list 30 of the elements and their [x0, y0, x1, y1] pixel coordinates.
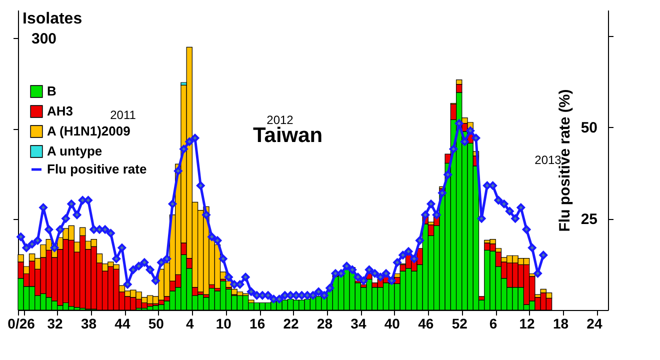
- x-tick-label: 44: [114, 316, 130, 332]
- y-tick-label: 300: [32, 30, 57, 48]
- legend-label: AH3: [47, 104, 74, 118]
- x-tick-label: 50: [148, 316, 164, 332]
- annotation: 2011: [110, 108, 136, 122]
- y2-tick-label: 25: [580, 211, 598, 228]
- annotation: 2012: [266, 113, 294, 127]
- y-axis-title: Isolates: [22, 10, 82, 28]
- x-tick-label: 4: [186, 316, 194, 332]
- x-tick-label: 24: [586, 316, 602, 332]
- x-tick-label: 10: [216, 316, 232, 332]
- text: Taiwan: [253, 124, 323, 147]
- x-tick-label: 32: [47, 316, 64, 332]
- x-tick-label: 0/26: [8, 316, 36, 332]
- legend-label: A (H1N1)2009: [47, 124, 130, 138]
- x-tick-label: 40: [384, 316, 400, 332]
- x-tick-label: 46: [418, 316, 434, 332]
- x-tick-label: 6: [489, 316, 498, 332]
- legend-label: A untype: [47, 144, 102, 158]
- y2-tick-label: 50: [580, 120, 598, 137]
- x-tick-label: 16: [250, 316, 266, 332]
- x-tick-label: 34: [350, 316, 366, 332]
- x-tick-label: 38: [80, 316, 97, 332]
- x-tick-label: 18: [552, 316, 569, 332]
- x-tick-label: 28: [316, 316, 333, 332]
- legend-label: Flu positive rate: [47, 162, 147, 176]
- legend-label: B: [47, 84, 56, 98]
- x-tick-label: 22: [283, 316, 300, 332]
- x-tick-label: 52: [452, 316, 468, 332]
- x-tick-label: 12: [519, 316, 536, 332]
